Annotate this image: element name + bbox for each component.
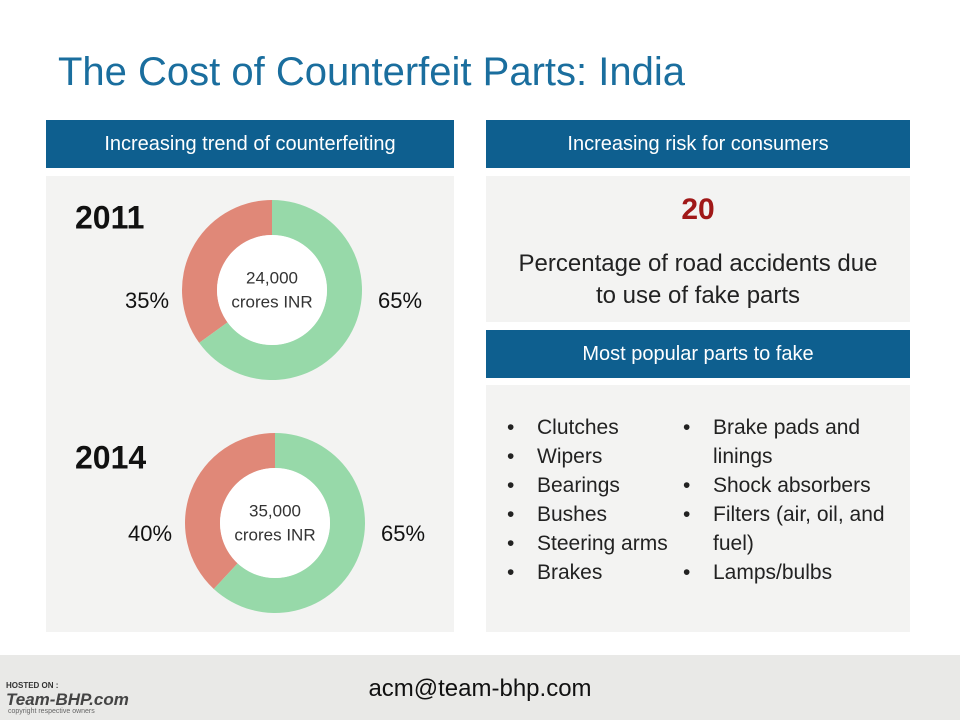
donut-hole [217, 235, 327, 345]
risk-panel [486, 176, 910, 322]
risk-line: to use of fake parts [595, 282, 801, 309]
parts-list: Brake pads and liningsShock absorbersFil… [683, 413, 898, 587]
parts-header: Most popular parts to fake [486, 330, 910, 378]
part-item: Brake pads and linings [683, 413, 898, 471]
year-label: 2011 [75, 199, 144, 235]
center-label: crores INR [234, 525, 315, 544]
donut-segment [213, 433, 366, 613]
risk-header: Increasing risk for consumers [486, 120, 910, 168]
logo: Team-BHP.com [6, 690, 129, 709]
title: The Cost of Counterfeit Parts: India [58, 50, 685, 94]
risk-number: 20 [681, 193, 715, 226]
part-item: Bushes [507, 500, 682, 529]
charts: 2011 35% 65% 24,000 crores INR 2014 40% 65% 35,0… [75, 199, 425, 613]
value-label: 40% [128, 521, 172, 546]
center-label: crores INR [231, 292, 312, 311]
risk-line: Percentage of road accidents due [518, 250, 878, 277]
hosted-label: HOSTED ON : [6, 681, 59, 690]
left-header: Increasing trend of counterfeiting [46, 120, 454, 168]
parts-list: ClutchesWipersBearingsBushesSteering arm… [507, 413, 682, 587]
donut-segment [185, 433, 275, 589]
copyright: copyright respective owners [8, 708, 95, 715]
part-item: Lamps/bulbs [683, 558, 898, 587]
risk-text: Percentage of road accidents due to use … [486, 248, 910, 312]
part-item: Steering arms [507, 529, 682, 558]
donut-hole [220, 468, 330, 578]
part-item: Bearings [507, 471, 682, 500]
part-item: Filters (air, oil, and fuel) [683, 500, 898, 558]
year-label: 2014 [75, 439, 146, 475]
donut-segment [182, 200, 272, 343]
footer [0, 655, 960, 720]
part-item: Brakes [507, 558, 682, 587]
center-label: 24,000 [246, 268, 298, 287]
center-label: 35,000 [249, 501, 301, 520]
part-item: Wipers [507, 442, 682, 471]
part-item: Clutches [507, 413, 682, 442]
part-item: Shock absorbers [683, 471, 898, 500]
value-label: 35% [125, 288, 169, 313]
value-label: 65% [378, 288, 422, 313]
donut-segment [199, 200, 363, 380]
value-label: 65% [381, 521, 425, 546]
email: acm@team-bhp.com [368, 675, 592, 702]
